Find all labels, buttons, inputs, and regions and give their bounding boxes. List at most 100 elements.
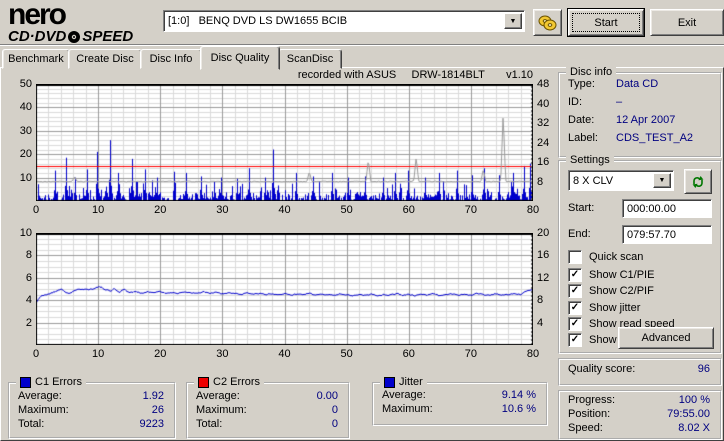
nero-logo-brand: nero <box>8 0 67 31</box>
axis-tick-label: 20 <box>154 348 167 360</box>
axis-tick-label: 8 <box>25 249 32 262</box>
show-c1-pie-checkbox[interactable]: ✓ <box>568 268 582 282</box>
checkbox-row-show-jitter: ✓ Show jitter <box>568 301 640 315</box>
axis-tick-label: 50 <box>19 78 32 90</box>
drive-select-value: [1:0] BENQ DVD LS DW1655 BCIB <box>168 15 348 27</box>
c2-series-swatch <box>198 376 209 388</box>
c1-errors-title: C1 Errors <box>35 376 83 388</box>
axis-tick-label: 60 <box>402 348 415 360</box>
discs-icon <box>538 15 557 31</box>
axis-tick-label: 60 <box>402 204 415 216</box>
end-position-value: 079:57.70 <box>627 228 676 241</box>
advanced-button[interactable]: Advanced <box>618 327 714 349</box>
drive-select[interactable]: [1:0] BENQ DVD LS DW1655 BCIB ▼ <box>163 10 525 32</box>
jitter-chart-canvas <box>36 233 533 345</box>
c1-error-chart-canvas <box>36 84 533 201</box>
eject-disc-button[interactable] <box>533 9 562 36</box>
disc-label-value: CDS_TEST_A2 <box>616 132 694 144</box>
axis-tick-label: 10 <box>19 171 32 184</box>
axis-tick-label: 20 <box>537 227 550 239</box>
show-write-speed-checkbox[interactable]: ✓ <box>568 333 582 347</box>
axis-tick-label: 80 <box>526 204 540 216</box>
axis-tick-label: 48 <box>537 78 550 90</box>
disc-icon <box>67 30 81 44</box>
progress-value: 100 % <box>678 394 710 406</box>
c1-maximum-value: 26 <box>151 404 164 416</box>
axis-tick-label: 40 <box>278 204 291 216</box>
checkbox-row-quick-scan: Quick scan <box>568 250 643 264</box>
axis-tick-label: 40 <box>19 101 32 114</box>
scan-speed-select[interactable]: 8 X CLV ▼ <box>568 170 674 191</box>
jitter-title: Jitter <box>399 376 423 388</box>
jitter-maximum-value: 10.6 % <box>501 403 536 415</box>
quality-score-label: Quality score: <box>568 363 636 375</box>
start-field-label: Start: <box>568 202 595 214</box>
axis-tick-label: 0 <box>32 348 40 360</box>
c2-maximum-value: 0 <box>331 404 338 416</box>
scan-speed-dropdown-arrow-icon[interactable]: ▼ <box>653 173 671 188</box>
scan-speed-value: 8 X CLV <box>573 174 614 187</box>
c1-series-swatch <box>20 376 31 388</box>
start-button[interactable]: Start <box>567 8 645 37</box>
axis-tick-label: 50 <box>340 204 353 216</box>
tab-create-disc[interactable]: Create Disc <box>68 49 142 69</box>
axis-tick-label: 20 <box>154 204 167 216</box>
logo-product-right: SPEED <box>82 28 134 45</box>
axis-tick-label: 2 <box>25 316 32 329</box>
c2-total-value: 0 <box>331 418 338 430</box>
disc-date-value: 12 Apr 2007 <box>616 114 676 126</box>
exit-button-label: Exit <box>677 16 697 29</box>
show-c2-pif-checkbox[interactable]: ✓ <box>568 284 582 298</box>
show-read-speed-checkbox[interactable]: ✓ <box>568 317 582 331</box>
axis-tick-label: 32 <box>537 117 550 129</box>
position-value: 79:55.00 <box>667 408 710 420</box>
exit-button[interactable]: Exit <box>650 9 724 36</box>
tab-disc-quality[interactable]: Disc Quality <box>200 46 280 70</box>
quick-scan-checkbox[interactable] <box>568 250 582 264</box>
axis-tick-label: 10 <box>92 348 105 360</box>
axis-tick-label: 40 <box>537 97 550 110</box>
axis-tick-label: 10 <box>92 204 105 216</box>
settings-title: Settings <box>570 154 610 166</box>
tab-disc-info[interactable]: Disc Info <box>140 49 202 69</box>
show-jitter-checkbox[interactable]: ✓ <box>568 301 582 315</box>
c1-average-value: 1.92 <box>142 390 164 402</box>
axis-tick-label: 40 <box>278 348 291 360</box>
start-position-value: 000:00.00 <box>627 202 676 215</box>
axis-tick-label: 16 <box>537 156 550 168</box>
jitter-series-swatch <box>384 376 395 388</box>
c1-total-value: 9223 <box>139 418 164 430</box>
c1-errors-groupbox: C1 Errors Average: 1.92 Maximum: 26 Total:… <box>8 376 176 439</box>
c2-errors-title: C2 Errors <box>213 376 261 388</box>
nero-logo: nero CD·DVD SPEED <box>8 0 134 45</box>
axis-tick-label: 8 <box>537 294 544 307</box>
tab-benchmark[interactable]: Benchmark <box>2 49 70 69</box>
axis-tick-label: 20 <box>19 148 32 161</box>
checkbox-row-show-c1-pie: ✓ Show C1/PIE <box>568 268 654 282</box>
disc-type-value: Data CD <box>616 78 659 90</box>
axis-tick-label: 80 <box>526 348 540 360</box>
refresh-speeds-button[interactable] <box>684 169 712 194</box>
disc-info-title: Disc info <box>570 66 613 78</box>
axis-tick-label: 6 <box>25 271 32 284</box>
start-position-field[interactable]: 000:00.00 <box>622 199 712 218</box>
jitter-groupbox: Jitter Average: 9.14 % Maximum: 10.6 % <box>372 376 548 426</box>
drive-select-dropdown-arrow-icon[interactable]: ▼ <box>504 13 522 29</box>
axis-tick-label: 16 <box>537 249 550 262</box>
toolbar-divider <box>0 44 724 46</box>
end-position-field[interactable]: 079:57.70 <box>622 225 712 244</box>
axis-tick-label: 30 <box>216 204 229 216</box>
advanced-button-label: Advanced <box>641 332 691 344</box>
c2-errors-groupbox: C2 Errors Average: 0.00 Maximum: 0 Total: 0 <box>186 376 350 439</box>
settings-groupbox: Settings 8 X CLV ▼ Start: 000:00.00 End:… <box>558 154 722 354</box>
refresh-icon <box>691 175 705 189</box>
c2-average-value: 0.00 <box>316 390 338 402</box>
quality-score-value: 96 <box>697 363 710 375</box>
tab-scandisc[interactable]: ScanDisc <box>278 49 342 69</box>
axis-tick-label: 0 <box>32 204 40 216</box>
disc-id-value: – <box>616 96 623 108</box>
axis-tick-label: 4 <box>537 316 544 329</box>
axis-tick-label: 70 <box>464 204 477 216</box>
recorded-with-header: recorded with ASUS DRW-1814BLT v1.10 <box>297 69 533 81</box>
